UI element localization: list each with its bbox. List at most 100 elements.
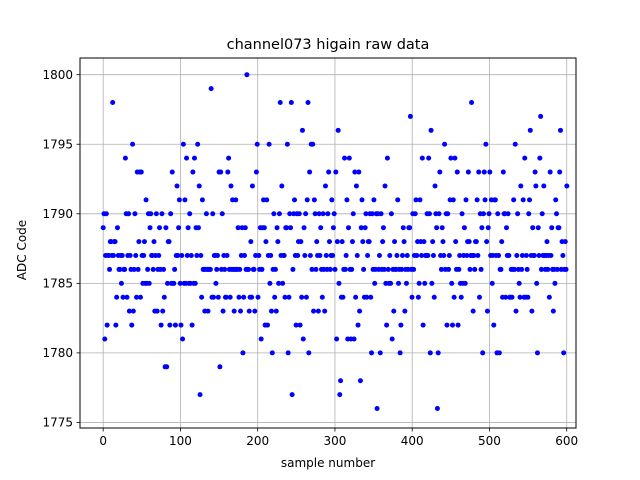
- data-point: [380, 225, 386, 231]
- data-point: [476, 169, 482, 175]
- data-point: [445, 211, 451, 217]
- data-point: [141, 253, 147, 259]
- data-point: [118, 280, 124, 286]
- data-point: [539, 211, 545, 217]
- data-point: [343, 253, 349, 259]
- data-point: [563, 266, 569, 272]
- data-point: [477, 294, 482, 300]
- data-point: [557, 127, 563, 133]
- data-point: [369, 350, 375, 356]
- data-point: [439, 225, 445, 231]
- data-point: [444, 322, 450, 328]
- data-point: [238, 308, 244, 314]
- data-point: [274, 225, 280, 231]
- data-point: [464, 253, 470, 259]
- data-point: [419, 155, 425, 161]
- data-point: [300, 336, 306, 342]
- data-point: [357, 378, 363, 384]
- data-point: [420, 322, 426, 328]
- data-point: [207, 266, 213, 272]
- data-point: [473, 239, 479, 245]
- data-point: [429, 280, 435, 286]
- data-point: [138, 169, 144, 175]
- data-point: [564, 183, 570, 189]
- plot-frame: [79, 57, 577, 429]
- data-point: [426, 211, 432, 217]
- data-point: [436, 211, 442, 217]
- data-point: [430, 239, 436, 245]
- data-point: [114, 294, 120, 300]
- data-point: [127, 253, 133, 259]
- data-point: [189, 322, 195, 328]
- data-point: [446, 266, 452, 272]
- data-point: [549, 225, 555, 231]
- data-point: [451, 294, 457, 300]
- data-point: [191, 155, 197, 161]
- data-point: [440, 239, 446, 245]
- data-point: [349, 266, 355, 272]
- data-point: [363, 211, 369, 217]
- data-point: [298, 239, 304, 245]
- data-point: [164, 364, 170, 370]
- data-point: [184, 155, 190, 161]
- data-point: [104, 322, 110, 328]
- data-point: [292, 197, 298, 203]
- data-point: [419, 253, 425, 259]
- data-point: [334, 239, 340, 245]
- data-point: [358, 225, 364, 231]
- data-point: [455, 322, 461, 328]
- data-point: [124, 294, 130, 300]
- data-point: [368, 294, 374, 300]
- data-point: [463, 197, 469, 203]
- data-point: [537, 155, 543, 161]
- data-point: [307, 169, 313, 175]
- data-point: [299, 127, 305, 133]
- data-point: [374, 406, 380, 412]
- data-point: [268, 253, 274, 259]
- data-point: [277, 100, 283, 106]
- data-point: [385, 266, 391, 272]
- data-point: [309, 266, 315, 272]
- data-point: [220, 308, 226, 314]
- data-point: [215, 294, 221, 300]
- data-point: [400, 225, 406, 231]
- x-tick-label: 400: [401, 434, 424, 448]
- data-point: [272, 294, 278, 300]
- data-point: [482, 197, 488, 203]
- data-point: [312, 211, 318, 217]
- data-point: [427, 350, 433, 356]
- data-point: [425, 253, 431, 259]
- data-point: [550, 308, 556, 314]
- data-point: [561, 350, 567, 356]
- data-point: [495, 211, 501, 217]
- data-point: [415, 294, 421, 300]
- data-point: [175, 253, 181, 259]
- data-point: [404, 253, 410, 259]
- data-point: [226, 155, 232, 161]
- y-tick-label: 1800: [42, 68, 73, 82]
- data-point: [547, 169, 553, 175]
- data-point: [213, 280, 219, 286]
- data-point: [236, 294, 242, 300]
- data-point: [133, 253, 139, 259]
- data-point: [217, 364, 223, 370]
- data-point: [361, 266, 367, 272]
- data-point: [302, 253, 308, 259]
- data-point: [458, 294, 464, 300]
- data-point: [240, 350, 246, 356]
- data-point: [372, 280, 378, 286]
- data-point: [389, 336, 395, 342]
- data-point: [211, 294, 217, 300]
- data-point: [516, 280, 522, 286]
- data-point: [487, 169, 493, 175]
- data-point: [129, 322, 135, 328]
- data-point: [394, 253, 400, 259]
- data-point: [524, 266, 530, 272]
- data-point: [126, 211, 132, 217]
- data-point: [286, 294, 292, 300]
- data-point: [378, 211, 384, 217]
- y-tick-label: 1780: [42, 346, 73, 360]
- data-point: [428, 127, 434, 133]
- data-point: [248, 239, 254, 245]
